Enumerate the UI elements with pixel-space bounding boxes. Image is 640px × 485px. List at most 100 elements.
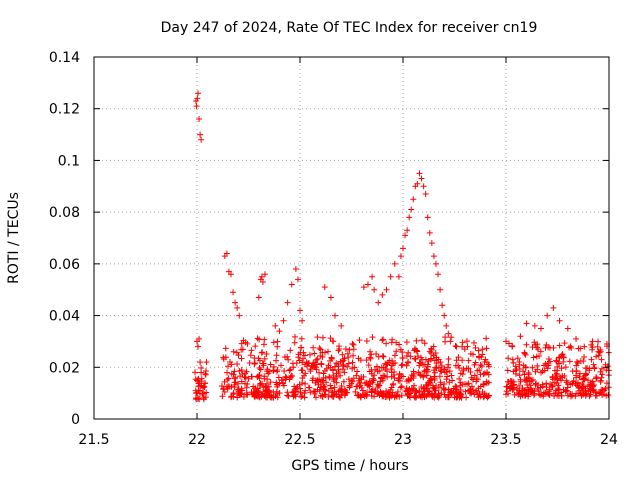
x-tick-label: 22.5 <box>284 432 315 448</box>
data-point <box>379 337 386 344</box>
data-point <box>252 343 259 350</box>
data-point <box>369 273 376 280</box>
data-point <box>379 352 386 359</box>
data-point <box>237 391 244 398</box>
data-point <box>276 379 283 386</box>
data-point <box>365 362 372 369</box>
data-point <box>391 375 398 382</box>
data-point <box>563 387 570 394</box>
data-point <box>270 394 277 401</box>
data-point <box>314 334 321 341</box>
y-tick-label: 0.04 <box>49 309 80 325</box>
data-point <box>431 390 438 397</box>
x-tick-label: 23 <box>394 432 412 448</box>
data-point <box>564 384 571 391</box>
data-point <box>332 312 339 319</box>
data-point <box>273 357 280 364</box>
data-point <box>391 369 398 376</box>
data-point <box>532 380 539 387</box>
data-point <box>368 388 375 395</box>
data-point <box>414 353 421 360</box>
data-point <box>557 377 564 384</box>
data-point <box>460 366 467 373</box>
data-point <box>389 381 396 388</box>
data-point <box>503 391 510 398</box>
data-point <box>549 383 556 390</box>
data-point <box>573 358 580 365</box>
data-point <box>321 284 328 291</box>
data-point <box>327 382 334 389</box>
data-point <box>316 369 323 376</box>
data-point <box>383 393 390 400</box>
data-point <box>318 360 325 367</box>
data-point <box>403 339 410 346</box>
data-point <box>283 374 290 381</box>
data-point <box>424 391 431 398</box>
y-axis-label: ROTI / TECUs <box>6 192 22 284</box>
data-point <box>448 334 455 341</box>
data-point <box>203 359 210 366</box>
data-point <box>559 372 566 379</box>
data-point <box>247 352 254 359</box>
data-point <box>244 391 251 398</box>
data-point <box>267 379 274 386</box>
data-point <box>338 322 345 329</box>
data-point <box>585 377 592 384</box>
data-point <box>267 361 274 368</box>
data-point <box>349 340 356 347</box>
data-point <box>193 103 200 110</box>
data-point <box>264 394 271 401</box>
data-point <box>444 373 451 380</box>
data-point <box>257 380 264 387</box>
y-tick-label: 0.14 <box>49 50 80 66</box>
data-point <box>414 180 421 187</box>
data-point <box>505 355 512 362</box>
data-point <box>302 387 309 394</box>
data-point <box>485 379 492 386</box>
data-point <box>325 348 332 355</box>
data-point <box>551 367 558 374</box>
data-point <box>593 375 600 382</box>
data-point <box>430 343 437 350</box>
data-point <box>342 388 349 395</box>
data-point <box>238 385 245 392</box>
data-point <box>559 351 566 358</box>
data-point <box>509 356 516 363</box>
data-point <box>251 360 258 367</box>
data-point <box>373 350 380 357</box>
data-point <box>350 341 357 348</box>
data-point <box>341 355 348 362</box>
data-point <box>299 392 306 399</box>
data-point <box>298 393 305 400</box>
data-point <box>293 385 300 392</box>
data-point <box>463 394 470 401</box>
data-point <box>536 391 543 398</box>
data-point <box>382 390 389 397</box>
data-point <box>228 361 235 368</box>
data-point <box>291 339 298 346</box>
data-point <box>322 387 329 394</box>
data-point <box>538 325 545 332</box>
data-point <box>537 348 544 355</box>
data-point <box>408 206 415 213</box>
data-point <box>546 391 553 398</box>
data-point <box>273 352 280 359</box>
data-point <box>437 381 444 388</box>
data-point <box>346 346 353 353</box>
data-point <box>228 383 235 390</box>
data-point <box>368 387 375 394</box>
data-point <box>202 394 209 401</box>
data-point <box>363 379 370 386</box>
data-point <box>369 334 376 341</box>
data-point <box>357 382 364 389</box>
data-point <box>543 341 550 348</box>
data-point <box>416 371 423 378</box>
data-point <box>428 346 435 353</box>
data-point <box>581 354 588 361</box>
data-point <box>367 348 374 355</box>
data-point <box>312 364 319 371</box>
data-point <box>251 360 258 367</box>
data-point <box>412 356 419 363</box>
data-point <box>257 366 264 373</box>
data-point <box>546 344 553 351</box>
